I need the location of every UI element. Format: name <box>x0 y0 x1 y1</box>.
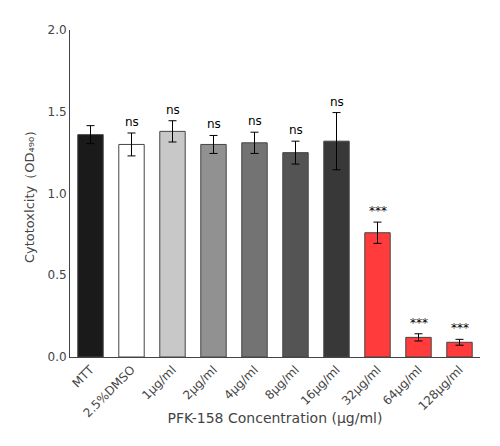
svg-text:8μg/ml: 8μg/ml <box>262 363 302 403</box>
svg-text:PFK-158 Concentration (μg/ml): PFK-158 Concentration (μg/ml) <box>168 410 383 426</box>
svg-text:ns: ns <box>125 115 139 129</box>
svg-text:16μg/ml: 16μg/ml <box>298 363 343 408</box>
svg-text:***: *** <box>369 204 387 218</box>
svg-text:0.5: 0.5 <box>48 268 67 282</box>
svg-text:128μg/ml: 128μg/ml <box>415 363 465 413</box>
svg-text:ns: ns <box>330 95 344 109</box>
svg-text:ns: ns <box>207 117 221 131</box>
svg-text:1.5: 1.5 <box>48 105 67 119</box>
svg-text:4μg/ml: 4μg/ml <box>221 363 261 403</box>
svg-text:MTT: MTT <box>69 362 97 390</box>
svg-text:64μg/ml: 64μg/ml <box>380 363 425 408</box>
svg-text:32μg/ml: 32μg/ml <box>339 363 384 408</box>
svg-text:***: *** <box>451 321 469 335</box>
svg-text:ns: ns <box>248 114 262 128</box>
svg-text:2μg/ml: 2μg/ml <box>180 363 220 403</box>
svg-text:***: *** <box>410 316 428 330</box>
svg-text:1.0: 1.0 <box>48 187 67 201</box>
svg-text:ns: ns <box>166 103 180 117</box>
svg-text:Cytotoxlcity（OD₄₉₀）: Cytotoxlcity（OD₄₉₀） <box>22 124 37 263</box>
svg-text:2.5%DMSO: 2.5%DMSO <box>80 363 137 420</box>
svg-text:ns: ns <box>289 123 303 137</box>
svg-text:1μg/ml: 1μg/ml <box>139 363 179 403</box>
svg-text:0.0: 0.0 <box>48 350 67 364</box>
svg-text:2.0: 2.0 <box>48 23 67 37</box>
